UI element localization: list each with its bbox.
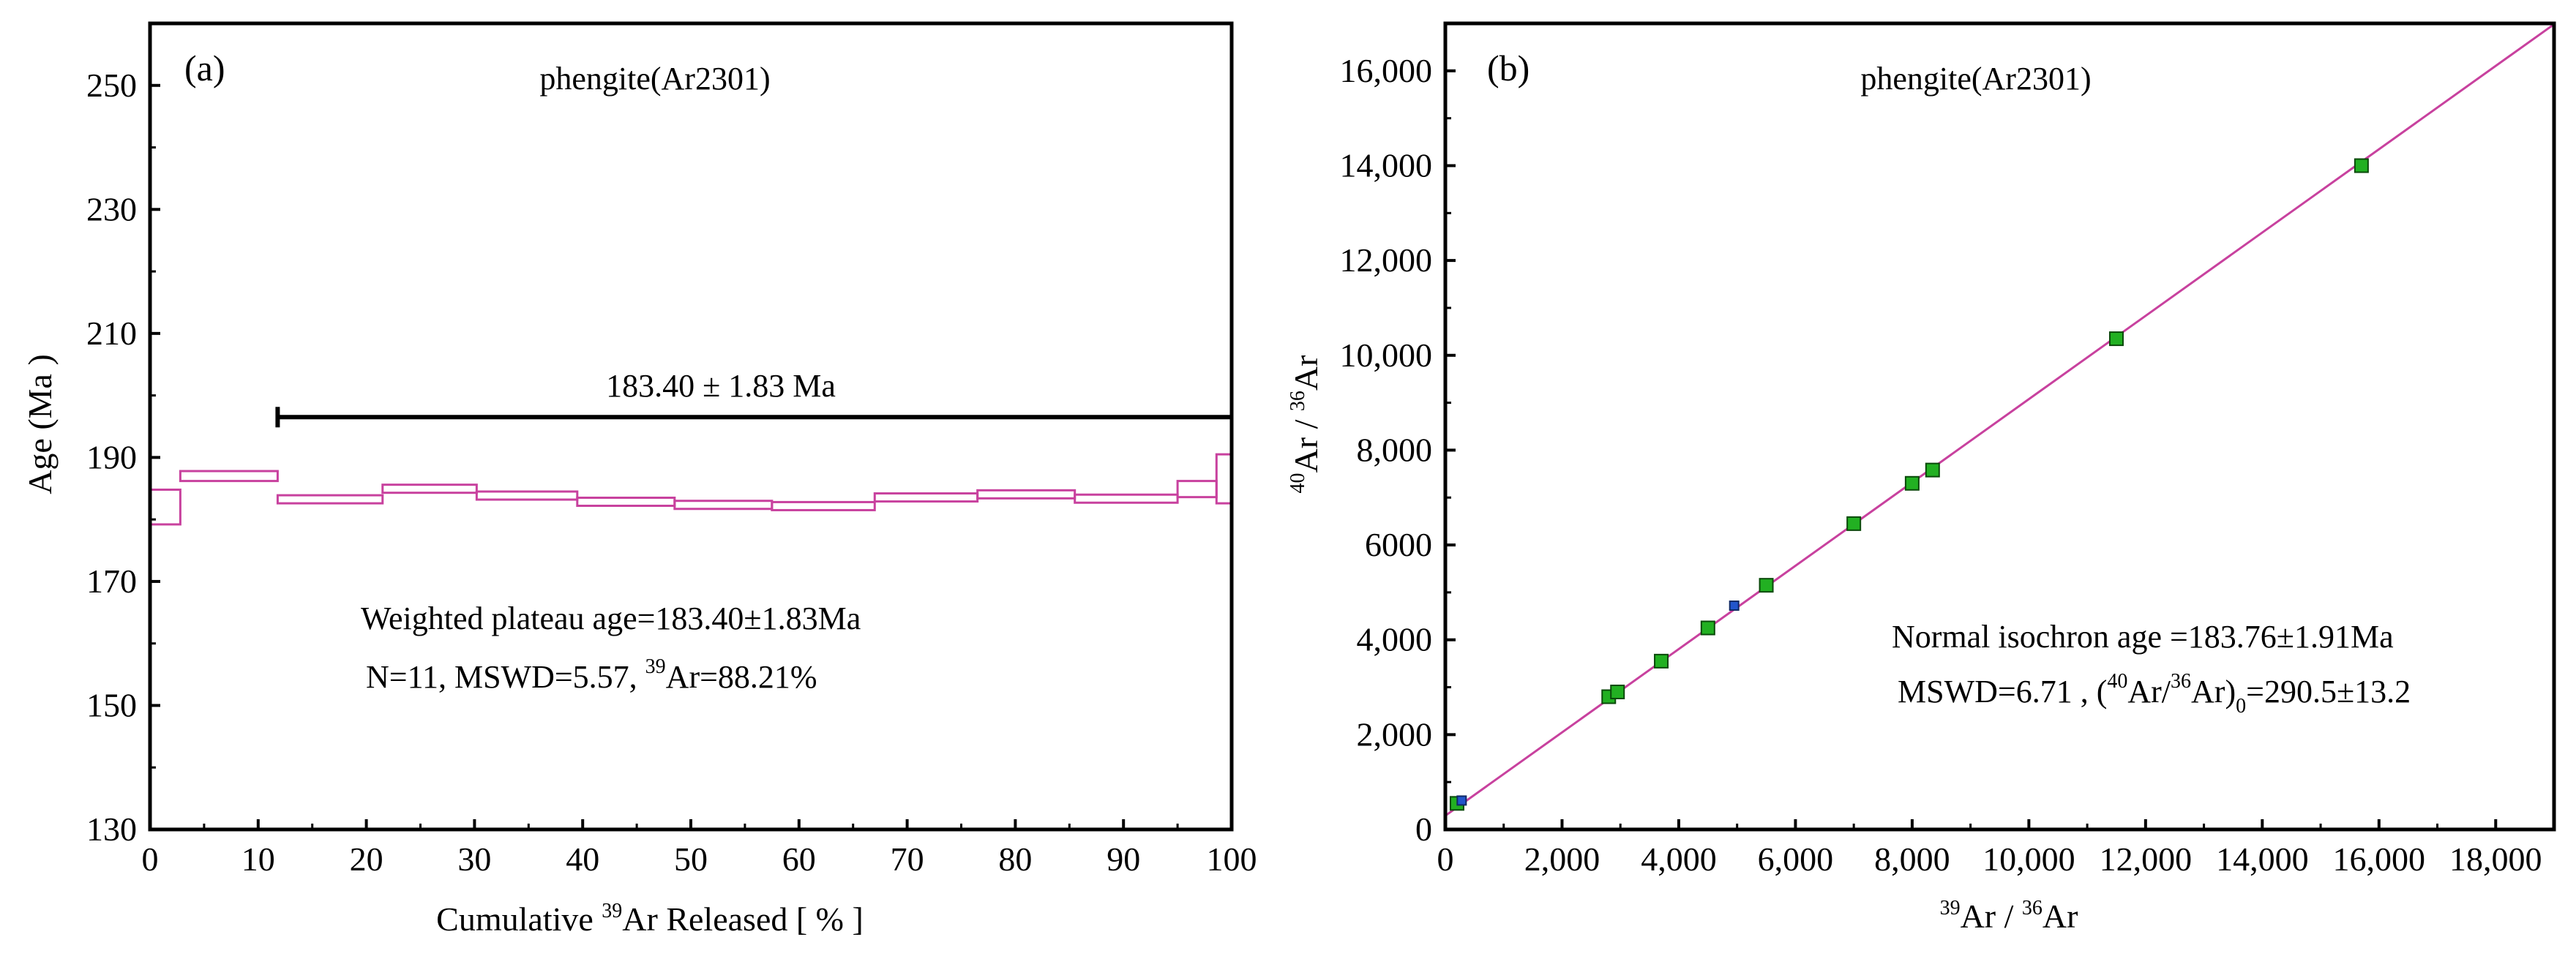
x-tick-label: 14,000 [2216,840,2309,878]
y-axis-ticks: 0 2,000 4,000 6000 8,000 10,000 12,000 14,000 16… [1340,52,1456,848]
x-axis-ticks: 0 10 20 30 40 50 60 70 80 90 100 [142,819,1257,878]
data-point [1904,475,1920,491]
data-points [1449,158,2369,811]
annotation-line-2: MSWD=6.71 , (40Ar/36Ar)0=290.5±13.2 [1898,670,2411,718]
x-axis-label: Cumulative 39Ar Released [ % ] [436,900,864,938]
x-tick-label: 70 [891,840,924,878]
x-tick-label: 16,000 [2333,840,2426,878]
data-point [1610,685,1625,700]
data-point [1759,578,1774,593]
x-tick-label: 0 [142,840,159,878]
plateau-bar [275,407,1232,428]
plot-frame [1443,21,2556,832]
y-axis-ticks: 130 150 170 190 210 230 250 [86,67,160,848]
panel-label: (a) [184,48,225,89]
y-tick-label: 10,000 [1340,336,1433,374]
plateau-step-2 [179,470,279,483]
y-tick-label: 8,000 [1357,431,1433,468]
plateau-step-8 [771,500,876,511]
x-tick-label: 100 [1207,840,1257,878]
y-axis-label: 40Ar / 36Ar [1287,355,1325,494]
panel-b-isochron-chart: 0 2,000 4,000 6,000 8,000 10,000 12,000 14,000 1… [1287,21,2556,935]
panel-a-plateau-chart: 0 10 20 30 40 50 60 70 80 90 100 130 150 170 190 210 23… [21,21,1257,938]
x-tick-label: 18,000 [2449,840,2542,878]
annotation-line-2: N=11, MSWD=5.57, 39Ar=88.21% [366,655,817,695]
excluded-data-point [1729,601,1740,611]
data-point [1700,620,1715,636]
x-tick-label: 10,000 [1982,840,2075,878]
y-tick-label: 210 [86,315,137,352]
plateau-step-10 [976,489,1077,500]
x-tick-label: 8,000 [1874,840,1950,878]
x-tick-label: 60 [782,840,816,878]
plateau-step-6 [576,496,676,508]
plot-frame [148,21,1234,832]
data-point [1846,516,1862,531]
data-point [1654,653,1669,669]
x-tick-label: 90 [1107,840,1140,878]
y-tick-label: 14,000 [1340,146,1433,184]
y-tick-label: 250 [86,67,137,104]
x-tick-label: 6,000 [1758,840,1834,878]
excluded-data-point [1456,795,1467,806]
y-tick-label: 230 [86,190,137,227]
plateau-step-12 [1176,480,1218,499]
data-point [1925,462,1940,478]
data-point [2354,158,2369,173]
plateau-step-13 [1215,453,1233,505]
x-tick-label: 30 [457,840,491,878]
x-tick-label: 12,000 [2100,840,2193,878]
x-tick-label: 0 [1437,840,1454,878]
plateau-step-3 [276,494,384,505]
x-tick-label: 4,000 [1641,840,1717,878]
y-tick-label: 130 [86,810,137,848]
data-point [2108,331,2124,347]
y-tick-label: 0 [1415,810,1432,848]
plateau-label: 183.40 ± 1.83 Ma [606,368,836,404]
x-tick-label: 2,000 [1524,840,1600,878]
y-tick-label: 6000 [1365,526,1432,563]
isochron-line [1445,23,2555,817]
y-tick-label: 12,000 [1340,241,1433,279]
plateau-step-5 [475,490,579,501]
y-tick-label: 16,000 [1340,52,1433,89]
x-tick-label: 50 [674,840,708,878]
x-tick-label: 40 [566,840,599,878]
y-axis-label: Age (Ma ) [21,354,59,494]
x-axis-label: 39Ar / 36Ar [1940,897,2078,935]
annotation-line-1: Normal isochron age =183.76±1.91Ma [1892,619,2394,655]
x-tick-label: 80 [998,840,1032,878]
chart-title: phengite(Ar2301) [1860,61,2091,97]
annotation-line-1: Weighted plateau age=183.40±1.83Ma [361,601,861,636]
plateau-step-4 [381,483,478,494]
x-tick-label: 20 [350,840,383,878]
y-tick-label: 190 [86,438,137,475]
x-tick-label: 10 [242,840,275,878]
plateau-steps [149,453,1233,526]
panel-label: (b) [1487,48,1530,89]
chart-title: phengite(Ar2301) [539,61,770,97]
plateau-step-9 [873,492,979,503]
y-tick-label: 170 [86,562,137,600]
y-tick-label: 2,000 [1357,715,1433,753]
plateau-step-11 [1074,493,1179,504]
y-tick-label: 150 [86,686,137,723]
plateau-step-7 [673,500,774,511]
y-tick-label: 4,000 [1357,621,1433,658]
